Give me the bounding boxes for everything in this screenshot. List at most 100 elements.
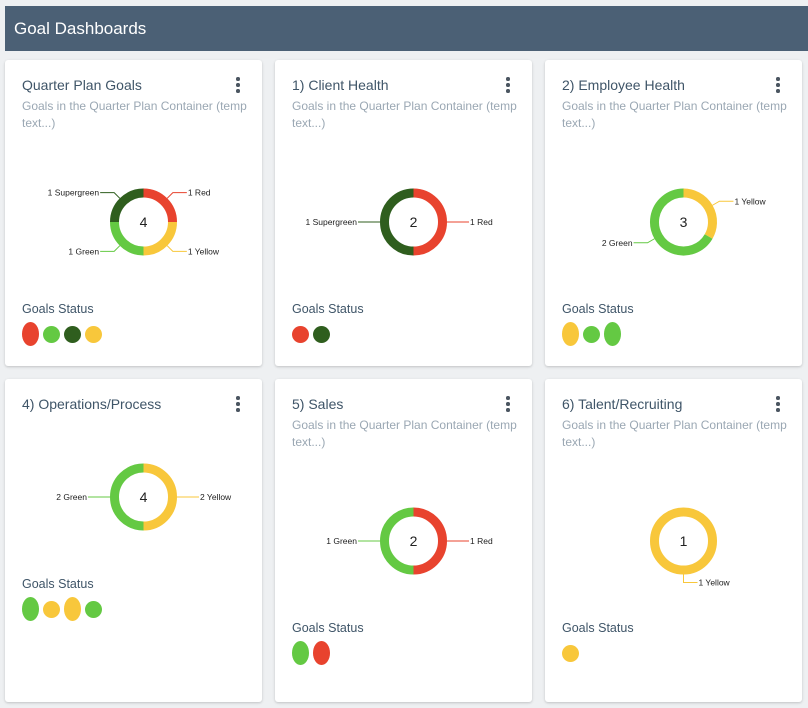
donut-segment-red[interactable] (413, 507, 447, 575)
donut-segment-yellow[interactable] (650, 507, 717, 575)
donut-segment-yellow[interactable] (143, 221, 177, 256)
callout-line (683, 574, 698, 583)
goals-status-label: Goals Status (22, 302, 94, 316)
goals-status-label: Goals Status (22, 577, 94, 591)
goal-total: 3 (680, 214, 688, 230)
goal-card[interactable]: 4) Operations/Process 2 Yellow 2 Green 4 Goa… (5, 379, 262, 702)
status-dot-yellow[interactable] (85, 325, 102, 343)
status-dot-green[interactable] (292, 641, 309, 665)
status-dot-green[interactable] (583, 325, 600, 343)
kebab-dot (776, 89, 780, 93)
card-title: Quarter Plan Goals (22, 77, 142, 93)
kebab-dot (236, 396, 240, 400)
status-dot-supergreen[interactable] (64, 325, 81, 343)
status-donut-chart: 1 Yellow 2 Green 3 (602, 188, 766, 256)
card-subtitle: Goals in the Quarter Plan Container (tem… (22, 99, 247, 130)
status-dot-supergreen[interactable] (313, 325, 330, 343)
donut-segment-green[interactable] (650, 188, 713, 256)
status-dot-red[interactable] (292, 325, 309, 343)
more-options-icon[interactable] (503, 77, 513, 93)
goal-card[interactable]: 5) Sales Goals in the Quarter Plan Contai… (275, 379, 532, 702)
status-donut-chart: 1 Red 1 Green 2 (326, 507, 493, 575)
kebab-dot (776, 396, 780, 400)
callout-line (633, 238, 655, 244)
more-options-icon[interactable] (773, 396, 783, 412)
kebab-dot (776, 77, 780, 81)
goal-total: 2 (410, 533, 418, 549)
goals-status-label: Goals Status (292, 621, 364, 635)
callout-label: 2 Green (56, 492, 87, 502)
status-dot-yellow[interactable] (64, 597, 81, 621)
callout-label: 1 Green (68, 246, 99, 256)
kebab-dot (236, 408, 240, 412)
goal-card[interactable]: 6) Talent/Recruiting Goals in the Quarter… (545, 379, 802, 702)
donut-segment-yellow[interactable] (143, 463, 177, 531)
goal-total: 4 (140, 489, 148, 505)
donut-segment-green[interactable] (110, 221, 144, 256)
kebab-dot (236, 83, 240, 87)
more-options-icon[interactable] (233, 396, 243, 412)
goal-card[interactable]: Quarter Plan Goals Goals in the Quarter P… (5, 60, 262, 366)
status-dot-yellow[interactable] (562, 644, 579, 662)
status-dot-red[interactable] (313, 641, 330, 665)
more-options-icon[interactable] (233, 77, 243, 93)
more-options-icon[interactable] (503, 396, 513, 412)
callout-label: 1 Supergreen (48, 188, 100, 198)
goal-total: 1 (680, 533, 688, 549)
card-title: 4) Operations/Process (22, 396, 162, 412)
status-dot-green[interactable] (43, 325, 60, 343)
page-title: Goal Dashboards (14, 19, 147, 38)
callout-label: 1 Red (188, 188, 211, 198)
goal-total: 4 (140, 214, 148, 230)
kebab-dot (776, 408, 780, 412)
callout-label: 2 Yellow (200, 492, 232, 502)
kebab-dot (236, 77, 240, 81)
callout-line (166, 192, 187, 199)
status-dot-green[interactable] (22, 597, 39, 621)
donut-segment-supergreen[interactable] (110, 188, 144, 223)
status-donut-chart: 1 Red 1 Supergreen 2 (305, 188, 493, 256)
donut-segment-red[interactable] (143, 188, 177, 223)
status-dot-green[interactable] (85, 600, 102, 618)
card-title: 6) Talent/Recruiting (562, 396, 683, 412)
goal-total: 2 (410, 214, 418, 230)
status-dot-red[interactable] (22, 322, 39, 346)
callout-line (166, 245, 187, 252)
status-donut-chart: 2 Yellow 2 Green 4 (56, 463, 232, 531)
card-title: 5) Sales (292, 396, 344, 412)
goals-status-label: Goals Status (562, 302, 634, 316)
status-dot-yellow[interactable] (562, 322, 579, 346)
donut-segment-red[interactable] (413, 188, 447, 256)
kebab-dot (776, 402, 780, 406)
donut-segment-green[interactable] (110, 463, 144, 531)
donut-segment-supergreen[interactable] (380, 188, 414, 256)
goal-card[interactable]: 1) Client Health Goals in the Quarter Pla… (275, 60, 532, 366)
kebab-dot (236, 402, 240, 406)
more-options-icon[interactable] (773, 77, 783, 93)
kebab-dot (506, 83, 510, 87)
callout-label: 1 Red (470, 217, 493, 227)
donut-segment-green[interactable] (380, 507, 414, 575)
status-donut-chart: 1 Yellow 1 (650, 507, 731, 588)
status-dot-green[interactable] (604, 322, 621, 346)
status-dot-yellow[interactable] (43, 600, 60, 618)
callout-line (712, 200, 734, 206)
kebab-dot (506, 402, 510, 406)
callout-label: 1 Yellow (734, 196, 766, 206)
kebab-dot (506, 408, 510, 412)
card-subtitle: Goals in the Quarter Plan Container (tem… (562, 99, 787, 130)
goal-card[interactable]: 2) Employee Health Goals in the Quarter P… (545, 60, 802, 366)
callout-line (100, 245, 121, 252)
card-title: 2) Employee Health (562, 77, 685, 93)
kebab-dot (506, 77, 510, 81)
kebab-dot (236, 89, 240, 93)
donut-segment-yellow[interactable] (683, 188, 717, 239)
callout-label: 1 Green (326, 536, 357, 546)
card-subtitle: Goals in the Quarter Plan Container (tem… (292, 418, 517, 449)
kebab-dot (506, 89, 510, 93)
kebab-dot (776, 83, 780, 87)
callout-label: 1 Yellow (188, 246, 220, 256)
callout-label: 2 Green (602, 238, 633, 248)
card-subtitle: Goals in the Quarter Plan Container (tem… (562, 418, 787, 449)
callout-label: 1 Red (470, 536, 493, 546)
